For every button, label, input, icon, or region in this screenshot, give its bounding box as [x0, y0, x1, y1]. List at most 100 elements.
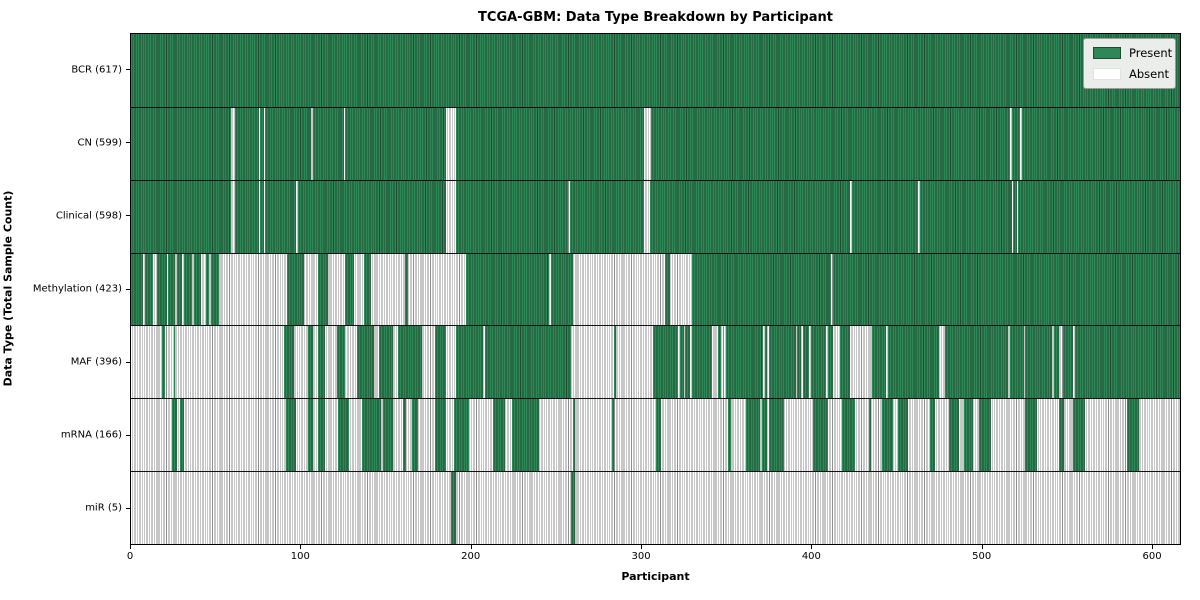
x-tick-mark: [811, 545, 813, 549]
row-band-mir: [131, 471, 1180, 544]
present-segment: [652, 326, 679, 399]
plot-area: [130, 33, 1181, 545]
present-segment: [573, 399, 575, 472]
row-band-bcr: [131, 34, 1180, 107]
y-tick-label-methylation: Methylation (423): [32, 283, 122, 295]
legend-present-label: Present: [1129, 46, 1173, 60]
x-tick-label-400: 400: [801, 551, 821, 562]
y-tick-label-mir: miR (5): [85, 502, 122, 514]
present-segment: [569, 180, 645, 253]
x-tick-mark: [981, 545, 983, 549]
present-segment: [234, 107, 259, 180]
present-segment: [882, 399, 893, 472]
present-segment: [345, 107, 446, 180]
present-segment: [265, 180, 296, 253]
present-segment: [651, 107, 1010, 180]
present-segment: [768, 326, 796, 399]
present-segment: [841, 399, 856, 472]
x-tick-label-200: 200: [461, 551, 481, 562]
y-tick-mark: [126, 215, 130, 217]
present-segment: [131, 34, 1180, 107]
x-tick-mark: [1152, 545, 1154, 549]
present-segment: [833, 253, 1180, 326]
legend-item-absent: Absent: [1093, 67, 1169, 81]
present-segment: [205, 253, 210, 326]
present-segment: [1059, 399, 1065, 472]
present-segment: [1025, 399, 1038, 472]
present-segment: [338, 399, 349, 472]
present-segment: [746, 399, 761, 472]
present-segment: [726, 326, 764, 399]
present-segment: [307, 399, 313, 472]
present-segment: [287, 253, 305, 326]
x-tick-mark: [130, 545, 131, 549]
present-segment: [664, 253, 670, 326]
present-segment: [868, 399, 871, 472]
present-segment: [1127, 399, 1140, 472]
present-segment: [511, 399, 540, 472]
present-segment: [1009, 326, 1024, 399]
present-segment: [1021, 107, 1180, 180]
x-axis-label: Participant: [621, 570, 690, 583]
present-segment: [945, 326, 1009, 399]
present-segment: [435, 326, 446, 399]
present-segment: [828, 326, 834, 399]
present-segment: [1025, 326, 1053, 399]
row-band-mrna: [131, 398, 1180, 472]
present-segment: [613, 326, 616, 399]
y-tick-mark: [126, 288, 130, 290]
x-tick-label-500: 500: [972, 551, 992, 562]
present-segment: [411, 399, 419, 472]
present-segment: [455, 326, 483, 399]
present-segment: [493, 399, 506, 472]
present-segment: [872, 326, 886, 399]
present-segment: [357, 326, 375, 399]
present-segment: [210, 253, 220, 326]
present-segment: [171, 399, 177, 472]
present-segment: [680, 326, 684, 399]
present-segment: [131, 180, 232, 253]
present-segment: [345, 253, 354, 326]
present-segment: [144, 253, 154, 326]
row-band-maf: [131, 325, 1180, 399]
present-segment: [656, 399, 662, 472]
present-segment: [964, 399, 973, 472]
present-segment: [1074, 326, 1180, 399]
row-band-clinical: [131, 179, 1180, 253]
present-segment: [131, 107, 232, 180]
present-segment: [318, 253, 329, 326]
y-tick-label-cn: CN (599): [77, 137, 122, 149]
present-segment: [802, 326, 810, 399]
present-segment: [156, 253, 167, 326]
present-segment: [363, 253, 371, 326]
present-segment: [404, 253, 409, 326]
present-segment: [362, 399, 381, 472]
x-tick-label-600: 600: [1142, 551, 1162, 562]
present-segment: [692, 253, 832, 326]
present-segment: [851, 180, 919, 253]
present-segment: [455, 107, 645, 180]
present-segment: [761, 399, 767, 472]
present-swatch-icon: [1093, 47, 1121, 59]
present-segment: [397, 326, 422, 399]
present-segment: [297, 180, 446, 253]
present-segment: [571, 472, 575, 544]
y-tick-label-clinical: Clinical (598): [55, 210, 122, 222]
present-segment: [765, 326, 767, 399]
x-tick-mark: [470, 545, 472, 549]
x-tick-label-300: 300: [631, 551, 651, 562]
present-segment: [897, 399, 908, 472]
present-segment: [382, 399, 393, 472]
present-segment: [811, 326, 827, 399]
present-segment: [839, 326, 851, 399]
present-segment: [285, 399, 296, 472]
present-segment: [193, 253, 201, 326]
present-segment: [649, 180, 851, 253]
present-segment: [183, 253, 193, 326]
present-segment: [930, 399, 936, 472]
y-tick-mark: [126, 69, 130, 71]
present-segment: [312, 107, 344, 180]
present-segment: [612, 399, 614, 472]
y-tick-mark: [126, 507, 130, 509]
present-segment: [318, 399, 325, 472]
